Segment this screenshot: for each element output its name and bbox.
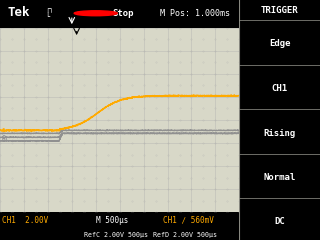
Circle shape (74, 11, 117, 16)
Bar (239, 0, 320, 20)
Text: ┌┐: ┌┐ (45, 7, 54, 13)
Text: Rising: Rising (264, 129, 296, 138)
Text: CH1: CH1 (272, 84, 288, 93)
Text: D+: D+ (1, 138, 9, 143)
Text: Slope: Slope (267, 114, 292, 123)
Text: Normal: Normal (264, 173, 296, 182)
Text: Mode: Mode (270, 159, 290, 168)
Text: Coupling: Coupling (260, 202, 300, 211)
Text: C+: C+ (1, 135, 9, 140)
Text: CH1 ∕ 560mV: CH1 ∕ 560mV (163, 216, 214, 225)
Text: M Pos: 1.000ms: M Pos: 1.000ms (160, 9, 230, 18)
Text: Tek: Tek (7, 6, 30, 19)
Text: RefD 2.00V 500μs: RefD 2.00V 500μs (153, 232, 217, 238)
Text: M 500μs: M 500μs (96, 216, 128, 225)
Text: Source: Source (265, 70, 295, 79)
Text: Stop: Stop (113, 9, 134, 18)
Text: └: └ (45, 14, 50, 20)
Text: Type: Type (270, 25, 290, 35)
Text: Edge: Edge (269, 39, 291, 48)
Text: TRIGGER: TRIGGER (261, 6, 299, 15)
Text: RefC 2.00V 500μs: RefC 2.00V 500μs (84, 232, 148, 238)
Text: 1+: 1+ (1, 128, 9, 133)
Text: CH1  2.00V: CH1 2.00V (2, 216, 49, 225)
Text: DC: DC (274, 217, 285, 227)
